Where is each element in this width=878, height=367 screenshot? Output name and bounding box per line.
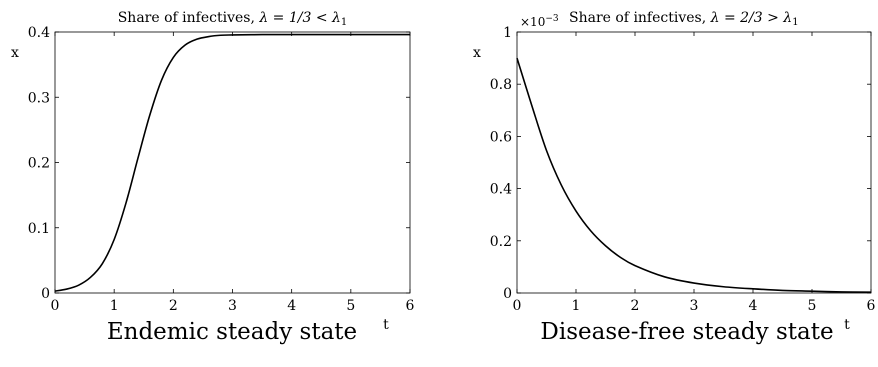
y-tick-label: 0.4 bbox=[490, 182, 512, 198]
x-tick-label: 4 bbox=[287, 298, 296, 314]
chart-title-subscript: 1 bbox=[341, 17, 347, 28]
figure-caption: Endemic steady state bbox=[107, 319, 357, 345]
x-tick-label: 6 bbox=[867, 298, 876, 314]
chart-panel-1: 0 1 2 3 4 5 6 0 0.1 0.2 0.3 0.4 t x Share of infective… bbox=[11, 10, 414, 345]
chart-title-math: λ = 1/3 < λ bbox=[258, 10, 341, 26]
x-tick-label: 6 bbox=[406, 298, 415, 314]
x-tick-label: 4 bbox=[749, 298, 758, 314]
figure-caption: Disease-free steady state bbox=[540, 319, 833, 345]
series-line-1 bbox=[516, 57, 872, 294]
x-tick-label: 2 bbox=[169, 298, 178, 314]
y-tick-label: 1 bbox=[503, 25, 512, 41]
axes-box bbox=[516, 31, 872, 294]
x-tick-label: 5 bbox=[808, 298, 817, 314]
x-tick-label: 3 bbox=[228, 298, 237, 314]
x-tick-label: 1 bbox=[572, 298, 581, 314]
y-axis-label: x bbox=[11, 45, 19, 61]
y-axis-label: x bbox=[473, 45, 481, 61]
series-line-1 bbox=[54, 33, 410, 292]
x-tick-label: 1 bbox=[110, 298, 119, 314]
y-tick-label: 0 bbox=[41, 286, 50, 302]
x-axis-label: t bbox=[383, 317, 389, 333]
y-tick-label: 0.8 bbox=[490, 77, 512, 93]
y-exponent-label: ×10−3 bbox=[520, 14, 559, 29]
x-tick-label: 0 bbox=[513, 298, 522, 314]
chart-title-prefix: Share of infectives, bbox=[118, 10, 260, 26]
chart-title: Share of infectives, λ = 2/3 > λ1 bbox=[569, 10, 799, 28]
x-axis-label: t bbox=[844, 317, 850, 333]
x-tick-label: 5 bbox=[346, 298, 355, 314]
y-tick-label: 0.1 bbox=[28, 221, 50, 237]
x-tick-label: 2 bbox=[631, 298, 640, 314]
chart-panel-2: 0 1 2 3 4 5 6 0 0.2 0.4 0.6 0.8 1 t x ×10−3 Share of inf… bbox=[473, 10, 875, 345]
y-tick-label: 0.6 bbox=[490, 129, 512, 145]
chart-title-math: λ = 2/3 > λ bbox=[710, 10, 793, 26]
y-tick-label: 0.2 bbox=[28, 156, 50, 172]
y-tick-label: 0 bbox=[503, 286, 512, 302]
y-exponent-power: −3 bbox=[545, 14, 559, 24]
y-tick-label: 0.3 bbox=[28, 90, 50, 106]
x-tick-label: 0 bbox=[51, 298, 60, 314]
y-tick-label: 0.4 bbox=[28, 25, 50, 41]
chart-title-prefix: Share of infectives, bbox=[569, 10, 711, 26]
y-tick-label: 0.2 bbox=[490, 234, 512, 250]
x-tick-label: 3 bbox=[690, 298, 699, 314]
chart-title: Share of infectives, λ = 1/3 < λ1 bbox=[118, 10, 348, 28]
chart-title-subscript: 1 bbox=[792, 17, 798, 28]
